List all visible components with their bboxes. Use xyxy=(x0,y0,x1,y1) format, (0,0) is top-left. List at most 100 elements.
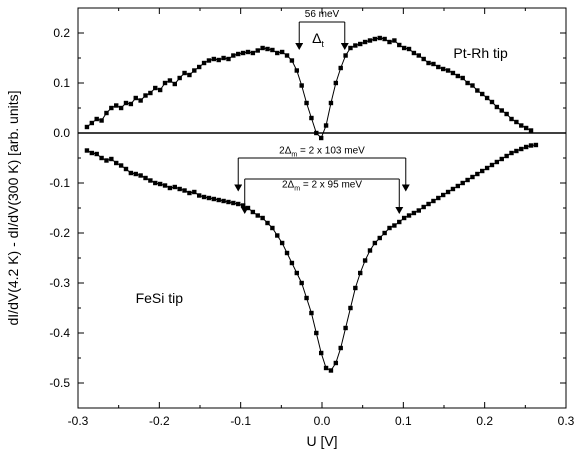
data-point xyxy=(265,46,270,52)
data-point xyxy=(523,125,529,131)
data-point xyxy=(104,158,109,163)
data-point xyxy=(401,45,407,51)
data-point xyxy=(187,72,192,78)
data-point xyxy=(270,47,275,53)
x-tick-label: 0.1 xyxy=(395,414,412,428)
data-point xyxy=(504,153,509,159)
data-point xyxy=(436,195,441,201)
data-point xyxy=(299,83,304,88)
data-point xyxy=(514,119,519,125)
text-layer: Δt Pt-Rh tip FeSi tip xyxy=(136,30,508,306)
y-tick-label: 0.0 xyxy=(53,126,70,140)
data-point xyxy=(109,105,114,111)
data-point xyxy=(323,123,329,128)
data-point xyxy=(153,85,158,91)
data-point xyxy=(504,111,509,117)
data-point xyxy=(196,193,202,198)
annotations-layer: 56 meV 2Δm = 2 x 103 meV 2Δm = 2 x 95 meV xyxy=(234,9,410,214)
data-point xyxy=(104,110,109,116)
data-point xyxy=(275,233,280,238)
x-tick-label: -0.3 xyxy=(68,414,89,428)
series-0 xyxy=(84,35,534,141)
data-point xyxy=(167,78,173,83)
x-tick-label: 0.2 xyxy=(476,414,493,428)
data-point xyxy=(519,146,524,152)
data-point xyxy=(499,156,504,162)
data-point xyxy=(84,124,90,130)
data-point xyxy=(284,53,290,58)
data-point xyxy=(465,80,470,86)
annotation-delta-t: 56 meV xyxy=(295,9,349,50)
data-point xyxy=(514,148,519,154)
data-point xyxy=(328,368,334,373)
data-point xyxy=(475,171,480,177)
data-point xyxy=(275,50,280,56)
annotation-label: 2Δm = 2 x 95 meV xyxy=(282,180,362,193)
data-point xyxy=(499,108,504,113)
data-point xyxy=(416,53,421,58)
data-point xyxy=(192,68,197,73)
x-tick-label: -0.2 xyxy=(149,414,170,428)
data-point xyxy=(362,258,368,263)
data-point xyxy=(89,120,95,126)
data-point xyxy=(367,38,373,43)
data-point xyxy=(392,223,397,228)
data-point xyxy=(431,61,436,67)
data-point xyxy=(333,360,339,366)
data-point xyxy=(294,270,299,276)
data-point xyxy=(387,225,392,231)
data-point xyxy=(445,68,451,73)
data-point xyxy=(245,49,251,55)
data-point xyxy=(148,90,153,96)
data-point xyxy=(494,104,500,110)
data-point xyxy=(226,199,231,205)
data-point xyxy=(236,51,241,57)
data-point xyxy=(460,75,465,81)
data-point xyxy=(84,148,90,153)
data-point xyxy=(289,260,295,266)
series-label: FeSi tip xyxy=(136,290,184,306)
data-point xyxy=(528,128,534,133)
data-point xyxy=(362,39,368,45)
data-point xyxy=(343,53,348,58)
data-point xyxy=(187,190,192,196)
data-point xyxy=(299,280,304,286)
data-point xyxy=(192,189,197,195)
data-point xyxy=(279,49,285,55)
data-point xyxy=(406,46,412,52)
series-label: Pt-Rh tip xyxy=(453,45,508,61)
data-point xyxy=(143,175,148,181)
data-point xyxy=(177,75,182,81)
data-point xyxy=(182,188,187,193)
data-point xyxy=(416,208,421,213)
data-point xyxy=(484,165,490,171)
data-point xyxy=(377,235,382,241)
data-point xyxy=(519,123,524,128)
data-point xyxy=(358,270,363,276)
data-point xyxy=(397,219,402,225)
data-point xyxy=(255,213,260,218)
data-point xyxy=(470,83,475,88)
data-point xyxy=(221,55,226,61)
data-point xyxy=(196,64,202,70)
data-point xyxy=(528,143,534,148)
data-point xyxy=(338,65,343,71)
data-point xyxy=(240,203,246,208)
data-point xyxy=(489,99,495,105)
data-point xyxy=(309,115,314,121)
data-point xyxy=(314,330,319,336)
data-point xyxy=(348,45,353,51)
data-point xyxy=(475,88,480,93)
series-layer xyxy=(84,35,539,373)
data-point xyxy=(304,100,309,106)
data-point xyxy=(123,166,129,172)
data-point xyxy=(99,118,104,123)
data-point xyxy=(226,56,231,62)
data-point xyxy=(216,57,221,63)
data-point xyxy=(138,173,143,178)
data-point xyxy=(201,194,207,200)
data-point xyxy=(421,56,426,62)
data-point xyxy=(426,60,431,66)
data-point xyxy=(460,180,465,186)
plot-frame xyxy=(77,7,567,409)
